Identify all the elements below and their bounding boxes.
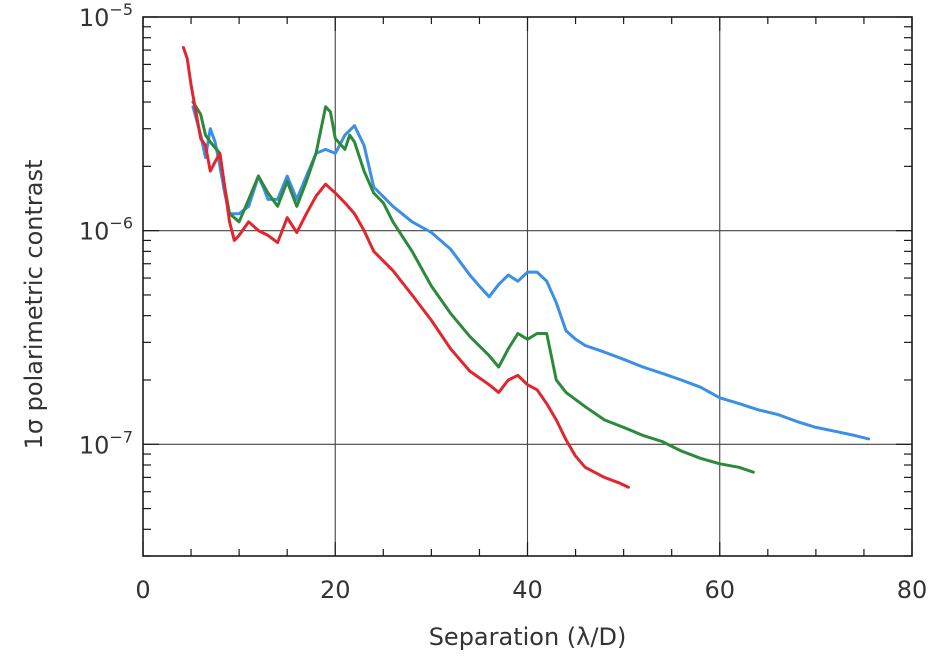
x-tick-label: 40 <box>512 576 543 604</box>
y-tick-label: 10−6 <box>79 214 133 246</box>
y-tick-label: 10−7 <box>79 427 133 459</box>
x-tick-label: 60 <box>704 576 735 604</box>
series-line-1 <box>191 105 871 441</box>
series-line-3 <box>181 46 630 489</box>
x-axis-label: Separation (λ/D) <box>429 623 627 651</box>
grid-lines <box>143 17 912 556</box>
x-tick-labels: 0 20 40 60 80 <box>135 576 927 604</box>
y-tick-label: 10−5 <box>79 0 133 32</box>
y-axis-label: 1σ polarimetric contrast <box>20 160 48 450</box>
axis-ticks <box>142 16 913 557</box>
series-lines <box>181 46 871 489</box>
x-tick-label: 80 <box>897 576 928 604</box>
series-line-2 <box>191 100 755 474</box>
x-tick-label: 0 <box>135 576 150 604</box>
y-tick-labels: 10−5 10−6 10−7 <box>79 0 133 459</box>
x-tick-label: 20 <box>320 576 351 604</box>
